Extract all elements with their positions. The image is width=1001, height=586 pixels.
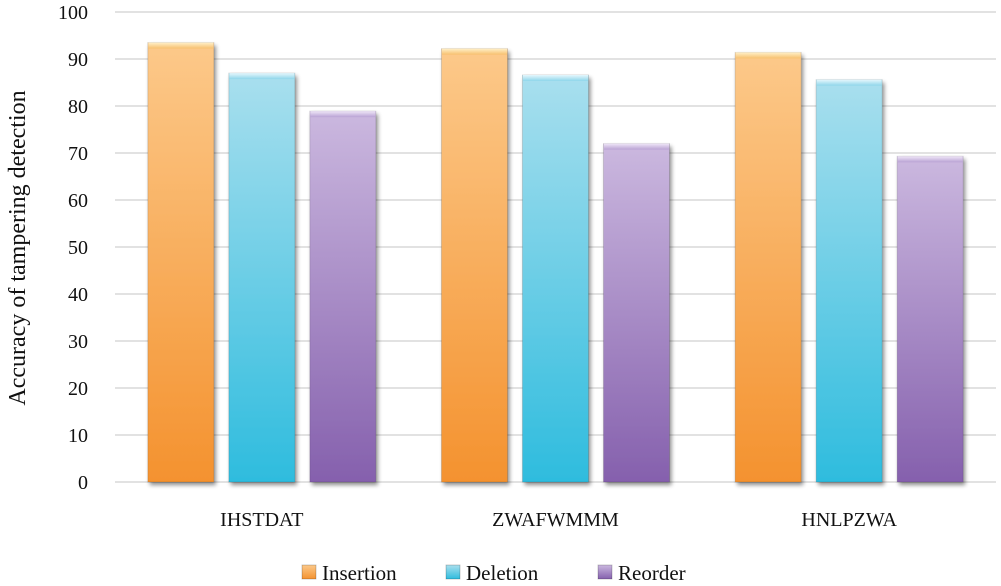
bar-body <box>522 74 589 483</box>
bar-body <box>147 42 215 483</box>
y-tick-label: 50 <box>68 237 88 259</box>
bar-cap <box>148 42 214 49</box>
bar-deletion-zwafwmmm <box>522 74 589 483</box>
bar-reorder-hnlpzwa <box>896 155 964 483</box>
legend-label: Reorder <box>618 561 686 585</box>
bar-insertion-zwafwmmm <box>441 48 508 483</box>
bar-cap <box>816 79 882 86</box>
bar-body <box>896 155 964 483</box>
legend-item-reorder: Reorder <box>597 561 686 585</box>
y-tick-label: 60 <box>68 190 88 212</box>
y-axis-ticks: 0 10 20 30 40 50 60 70 80 90 100 <box>58 2 88 494</box>
bar-insertion-hnlpzwa <box>734 51 802 483</box>
legend-swatch <box>301 564 317 580</box>
legend-label: Insertion <box>322 561 397 585</box>
category-label: HNLPZWA <box>801 509 897 531</box>
bar-body <box>734 51 802 483</box>
y-tick-label: 10 <box>68 425 88 447</box>
y-tick-label: 90 <box>68 49 88 71</box>
legend-label: Deletion <box>466 561 539 585</box>
legend-item-insertion: Insertion <box>301 561 397 585</box>
bar-body <box>603 143 670 483</box>
y-tick-label: 30 <box>68 331 88 353</box>
category-label: IHSTDAT <box>220 509 303 531</box>
bar-reorder-zwafwmmm <box>603 143 670 483</box>
bar-reorder-ihstdat <box>309 110 377 483</box>
legend-swatch <box>597 564 613 580</box>
bar-cap <box>897 156 963 163</box>
y-axis-title: Accuracy of tampering detection <box>5 90 31 405</box>
category-label: ZWAFWMMM <box>492 509 619 531</box>
bars <box>147 42 964 483</box>
bar-deletion-hnlpzwa <box>815 79 883 483</box>
y-tick-label: 70 <box>68 143 88 165</box>
legend: Insertion Deletion Reorder <box>301 561 686 585</box>
bar-cap <box>229 73 295 80</box>
bar-deletion-ihstdat <box>228 72 296 483</box>
bar-body <box>228 72 296 483</box>
bar-cap <box>523 74 588 81</box>
bar-cap <box>735 52 801 59</box>
bar-cap <box>604 143 669 150</box>
bar-body <box>815 79 883 483</box>
bar-insertion-ihstdat <box>147 42 215 483</box>
y-tick-label: 0 <box>78 472 88 494</box>
bar-body <box>309 110 377 483</box>
y-tick-label: 100 <box>58 2 88 24</box>
bar-cap <box>310 111 376 118</box>
y-tick-label: 80 <box>68 96 88 118</box>
y-tick-label: 20 <box>68 378 88 400</box>
bar-body <box>441 48 508 483</box>
bar-cap <box>442 48 507 55</box>
y-tick-label: 40 <box>68 284 88 306</box>
x-axis-categories: IHSTDAT ZWAFWMMM HNLPZWA <box>220 509 897 531</box>
legend-swatch <box>445 564 461 580</box>
legend-item-deletion: Deletion <box>445 561 539 585</box>
